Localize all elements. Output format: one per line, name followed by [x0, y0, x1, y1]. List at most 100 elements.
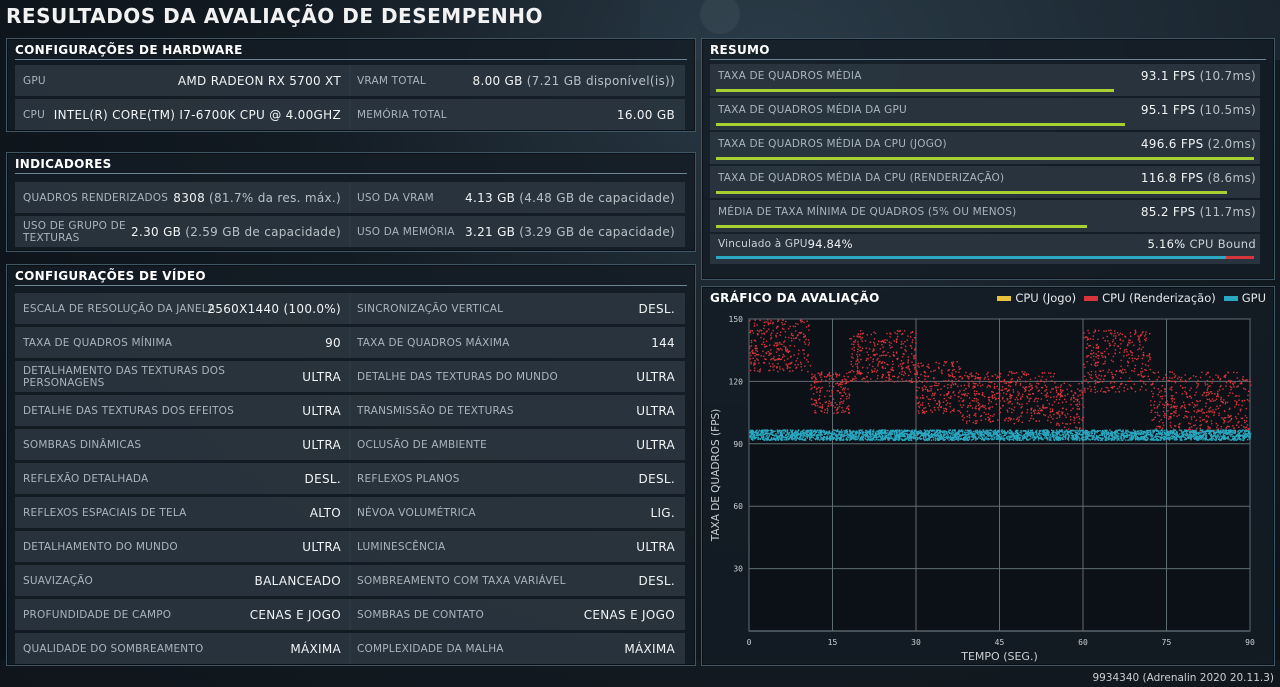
cpu-render-point — [900, 343, 902, 345]
cpu-render-point — [1123, 349, 1126, 351]
gpu-point — [1244, 430, 1246, 432]
gpu-point — [887, 433, 890, 435]
cpu-render-point — [1203, 418, 1205, 421]
gpu-point — [1210, 437, 1213, 439]
cpu-render-point — [1025, 374, 1028, 377]
gpu-point — [997, 429, 999, 432]
gpu-point — [868, 436, 871, 438]
cpu-render-point — [846, 372, 848, 375]
gpu-point — [1153, 430, 1155, 432]
cpu-render-point — [1075, 404, 1077, 406]
cpu-render-point — [1238, 395, 1240, 397]
cpu-render-point — [1173, 406, 1175, 409]
cpu-render-point — [1144, 338, 1146, 341]
gpu-point — [919, 432, 921, 434]
cpu-render-point — [1065, 408, 1068, 411]
cpu-render-point — [860, 372, 862, 374]
gpu-point — [983, 434, 985, 437]
gpu-point — [998, 435, 1000, 437]
cpu-render-point — [1010, 371, 1012, 373]
gpu-point — [1120, 434, 1122, 436]
cpu-render-point — [1008, 401, 1010, 403]
cpu-render-point — [1011, 395, 1013, 397]
cpu-render-point — [1209, 376, 1211, 378]
cpu-render-point — [857, 343, 859, 345]
video-setting-label: SOMBRAS DINÂMICAS — [23, 438, 142, 451]
cpu-render-point — [1134, 390, 1137, 393]
cpu-render-point — [1172, 428, 1175, 430]
cpu-render-point — [776, 342, 779, 344]
cpu-render-point — [1207, 385, 1210, 388]
cpu-render-point — [998, 381, 1001, 384]
gpu-point — [949, 438, 952, 440]
cpu-render-point — [1225, 401, 1227, 403]
cpu-render-point — [948, 391, 950, 393]
gpu-point — [1210, 433, 1212, 435]
gpu-point — [900, 435, 902, 437]
cpu-render-point — [836, 382, 839, 384]
cpu-render-point — [1178, 423, 1180, 426]
gpu-point — [872, 430, 874, 432]
cpu-render-point — [791, 361, 793, 364]
gpu-point — [1062, 436, 1064, 439]
cpu-render-point — [1208, 410, 1210, 412]
cpu-render-point — [829, 395, 831, 397]
gpu-point — [887, 438, 889, 440]
cpu-render-point — [933, 393, 935, 396]
gpu-point — [777, 432, 779, 435]
cpu-render-point — [1173, 410, 1175, 413]
cpu-render-point — [1193, 416, 1195, 418]
gpu-point — [771, 433, 773, 436]
gpu-point — [841, 433, 844, 435]
cpu-render-point — [768, 362, 771, 365]
cpu-render-point — [1097, 351, 1100, 353]
cpu-render-point — [904, 341, 906, 343]
gpu-point — [1235, 435, 1237, 437]
gpu-point — [1004, 431, 1007, 434]
cpu-render-point — [1239, 382, 1242, 385]
cpu-render-point — [791, 332, 793, 335]
cpu-render-point — [991, 381, 993, 384]
gpu-point — [917, 433, 920, 435]
cpu-render-point — [1116, 387, 1119, 390]
gpu-point — [756, 433, 759, 435]
cpu-render-point — [933, 406, 935, 409]
cpu-render-point — [1199, 376, 1202, 379]
cpu-render-point — [1209, 406, 1212, 409]
cpu-render-point — [918, 401, 920, 403]
cpu-render-point — [1036, 380, 1039, 382]
cpu-render-point — [943, 385, 945, 387]
cpu-render-point — [812, 375, 814, 378]
cpu-render-point — [1045, 389, 1047, 391]
cpu-render-point — [1098, 374, 1100, 376]
gpu-point — [983, 439, 986, 441]
cpu-render-point — [1107, 371, 1109, 373]
cpu-render-point — [750, 330, 752, 332]
cpu-render-point — [883, 341, 885, 344]
gpu-point — [1042, 433, 1044, 435]
cpu-render-point — [777, 362, 779, 365]
gpu-point — [883, 437, 885, 440]
cpu-render-point — [1114, 330, 1116, 332]
cpu-render-point — [1008, 371, 1011, 373]
gpu-point — [1213, 435, 1215, 437]
cpu-render-point — [1020, 412, 1023, 414]
cpu-render-point — [1082, 394, 1084, 396]
gpu-point — [853, 434, 855, 436]
cpu-render-point — [949, 402, 951, 405]
cpu-render-point — [756, 347, 758, 350]
cpu-render-point — [923, 370, 926, 373]
cpu-render-point — [1102, 337, 1104, 339]
cpu-render-point — [1081, 382, 1083, 384]
gpu-point — [762, 437, 764, 439]
vram-usage-row: USO DA VRAM 4.13 GB (4.48 GB de capacidad… — [349, 182, 685, 213]
cpu-render-point — [874, 368, 876, 370]
cpu-render-point — [958, 371, 960, 373]
cpu-render-point — [902, 343, 904, 345]
cpu-render-point — [1199, 400, 1201, 402]
gpu-point — [817, 434, 820, 436]
cpu-render-point — [1121, 333, 1124, 336]
gpu-point — [916, 431, 919, 433]
gpu-point — [1079, 433, 1081, 436]
cpu-render-point — [1228, 379, 1230, 382]
